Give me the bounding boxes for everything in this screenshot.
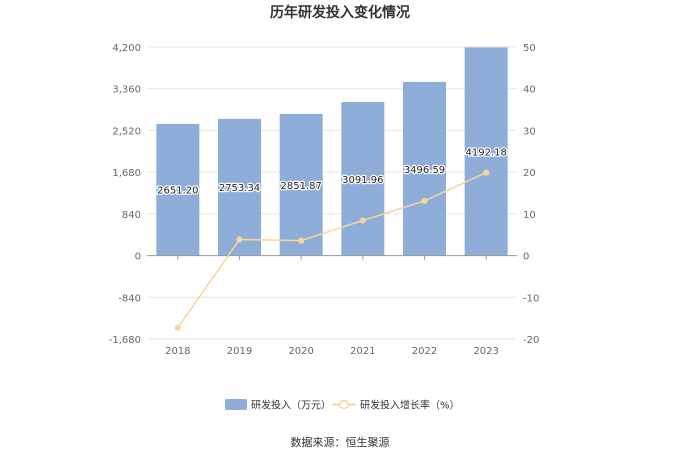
x-tick-label: 2022 xyxy=(412,346,437,357)
right-y-axis: 50 40 30 20 10 0 -10 -20 xyxy=(523,43,539,346)
left-y-tick-label: 840 xyxy=(122,210,141,221)
bar-data-label: 4192.18 xyxy=(465,147,506,158)
left-y-tick-label: -1,680 xyxy=(109,335,141,346)
bar xyxy=(341,102,385,256)
left-y-tick-label: 0 xyxy=(135,252,141,263)
right-y-tick-label: 30 xyxy=(523,126,536,137)
grid-lines xyxy=(147,46,517,340)
bar xyxy=(403,81,446,256)
left-y-tick-label: 2,520 xyxy=(112,126,141,137)
bar-data-label: 2851.87 xyxy=(280,181,321,192)
left-y-tick-label: -840 xyxy=(118,293,141,304)
x-tick-label: 2019 xyxy=(227,346,252,357)
left-y-tick-label: 1,680 xyxy=(112,168,141,179)
bar xyxy=(279,113,323,256)
bar xyxy=(464,47,508,256)
bar-data-label: 2753.34 xyxy=(219,183,260,194)
legend-line-marker xyxy=(339,399,349,410)
line-point xyxy=(359,217,366,224)
legend-bar-swatch xyxy=(225,399,247,410)
bar-data-label: 3091.96 xyxy=(342,175,383,186)
legend-line-label: 研发投入增长率（%） xyxy=(360,399,460,412)
legend: 研发投入（万元） 研发投入增长率（%） xyxy=(225,399,460,412)
line-series xyxy=(174,169,490,331)
line-point xyxy=(421,197,428,205)
legend-bar-label: 研发投入（万元） xyxy=(251,399,331,412)
right-y-tick-label: -10 xyxy=(523,293,539,304)
line-point xyxy=(236,236,243,243)
right-y-tick-label: 10 xyxy=(523,210,536,221)
chart-title: 历年研发投入变化情况 xyxy=(270,4,410,21)
bar xyxy=(218,118,261,256)
left-y-tick-label: 3,360 xyxy=(112,85,141,96)
x-tick-label: 2018 xyxy=(165,346,190,357)
right-y-tick-label: 0 xyxy=(523,252,529,263)
bar-data-label: 2651.20 xyxy=(157,186,198,197)
x-tick-label: 2020 xyxy=(288,346,313,357)
source-label: 数据来源：恒生聚源 xyxy=(291,435,390,449)
right-y-tick-label: 20 xyxy=(523,168,536,179)
bar-data-label: 3496.59 xyxy=(404,165,445,176)
bar-series xyxy=(156,47,508,256)
right-y-tick-label: 40 xyxy=(523,85,536,96)
x-tick-label: 2023 xyxy=(473,346,498,357)
x-tick-label: 2021 xyxy=(350,346,375,357)
line-point xyxy=(298,237,305,244)
line-point xyxy=(174,324,181,331)
left-y-tick-label: 4,200 xyxy=(112,43,141,54)
line-point xyxy=(483,169,490,176)
bar-data-labels: 2651.20 2753.34 2851.87 3091.96 3496.59 4192.… xyxy=(156,146,508,198)
x-axis: 2018 2019 2020 2021 2022 2023 xyxy=(147,255,517,357)
bar xyxy=(156,123,200,256)
right-y-tick-label: 50 xyxy=(523,43,536,54)
right-y-tick-label: -20 xyxy=(523,335,539,346)
growth-line xyxy=(177,171,487,329)
left-y-axis: 4,200 3,360 2,520 1,680 840 0 -840 -1,680 xyxy=(109,43,141,346)
